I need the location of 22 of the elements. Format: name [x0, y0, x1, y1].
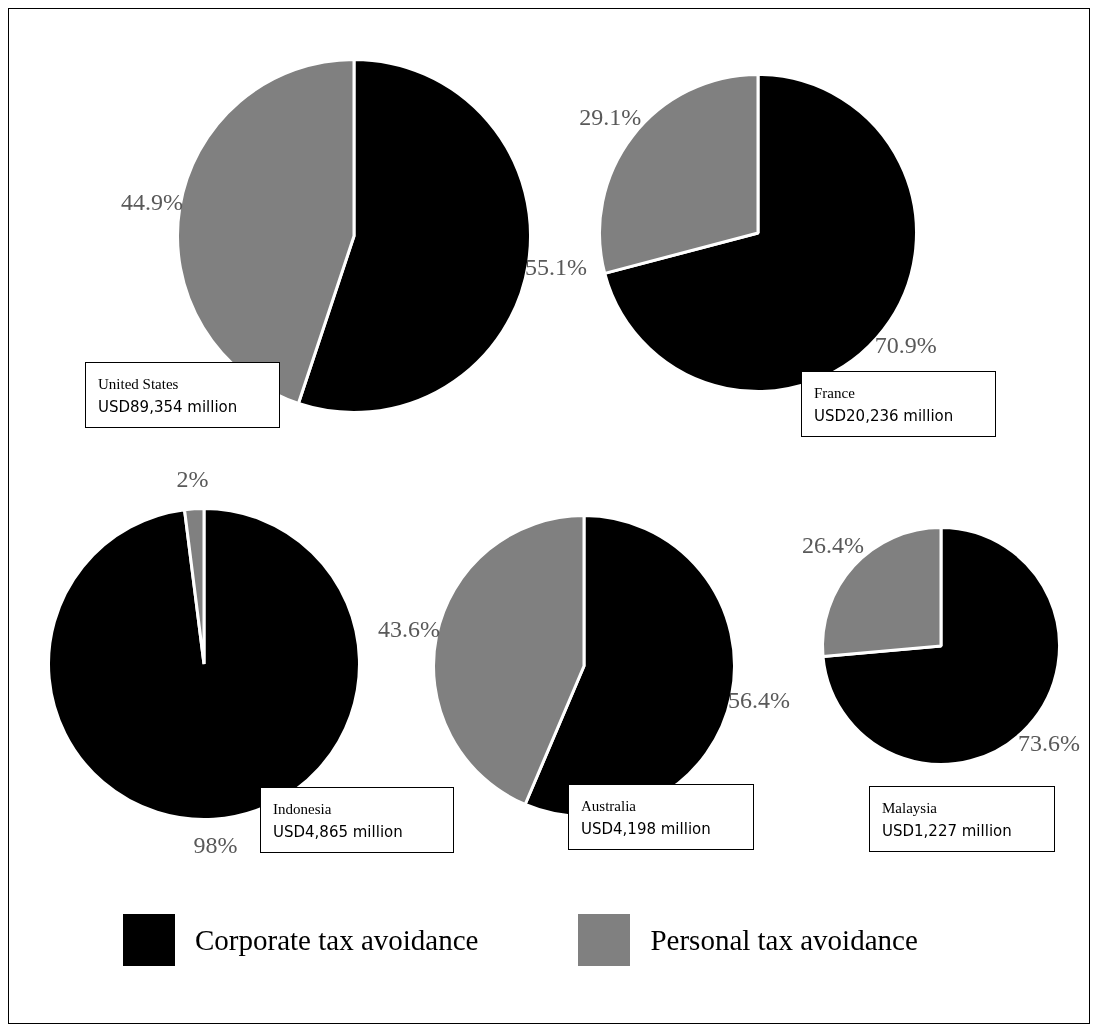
text: USD20,236 million: [814, 406, 955, 427]
text: USD1,227 million: [882, 821, 1013, 842]
data-label: 73.6%: [1018, 730, 1081, 757]
data-label: 55.1%: [524, 253, 587, 280]
data-label: 70.9%: [874, 332, 937, 359]
data-label: 29.1%: [579, 104, 642, 131]
text: Indonesia: [273, 800, 333, 819]
text: USD89,354 million: [98, 397, 239, 418]
data-label: 26.4%: [801, 532, 864, 559]
data-label: 56.4%: [727, 686, 790, 713]
text: USD4,865 million: [273, 822, 404, 843]
text: USD4,198 million: [581, 819, 712, 840]
text: Australia: [581, 797, 637, 816]
data-label: 43.6%: [378, 615, 441, 642]
text: Malaysia: [882, 799, 938, 818]
data-label: 44.9%: [121, 188, 184, 215]
text: United States: [98, 375, 180, 394]
text: France: [814, 384, 856, 403]
legend-label: Corporate tax avoidance: [195, 923, 479, 957]
data-label: 2%: [176, 466, 209, 493]
legend-label: Personal tax avoidance: [650, 923, 918, 957]
data-label: 98%: [193, 832, 238, 859]
